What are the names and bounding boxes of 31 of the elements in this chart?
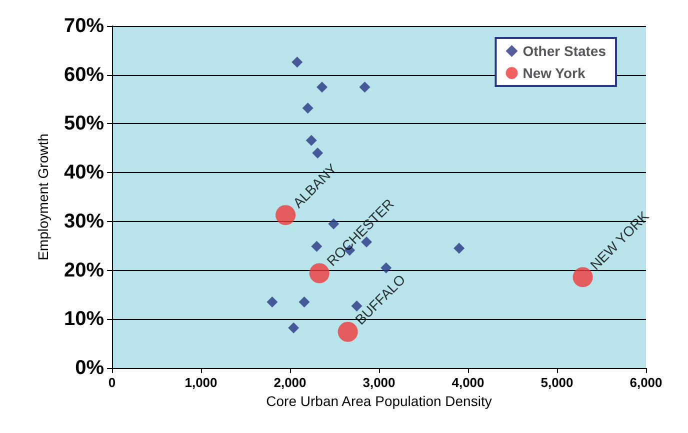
x-tick-label: 5,000	[540, 375, 574, 390]
point	[316, 82, 328, 93]
point	[454, 242, 465, 254]
y-axis-title: Employment Growth	[35, 134, 51, 260]
point	[292, 56, 303, 68]
point	[298, 296, 310, 308]
x-tick-label: 3,000	[362, 375, 396, 390]
y-tick-label: 50%	[64, 112, 104, 135]
x-axis-title: Core Urban Area Population Density	[266, 392, 492, 409]
x-tick-label: 0	[108, 375, 116, 390]
y-tick-label: 30%	[64, 210, 104, 232]
point	[276, 205, 296, 226]
point	[311, 240, 322, 252]
x-tick-label: 2,000	[274, 375, 306, 390]
legend-label: New York	[522, 65, 586, 81]
y-tick-label: 60%	[64, 64, 104, 86]
x-tick-label: 1,000	[184, 375, 218, 390]
point	[302, 102, 314, 114]
y-tick-label: 40%	[64, 162, 104, 184]
point	[306, 134, 317, 146]
y-tick-label: 70%	[64, 15, 104, 37]
point	[288, 322, 300, 334]
y-tick-label: 20%	[64, 259, 104, 282]
legend-label: Other States	[522, 43, 606, 59]
point	[266, 296, 278, 308]
point	[312, 148, 324, 159]
y-tick-label: 0%	[75, 357, 104, 379]
y-tick-label: 10%	[64, 308, 104, 330]
x-tick-label: 6,000	[630, 375, 662, 390]
x-tick-label: 4,000	[452, 375, 484, 390]
point	[359, 82, 370, 93]
